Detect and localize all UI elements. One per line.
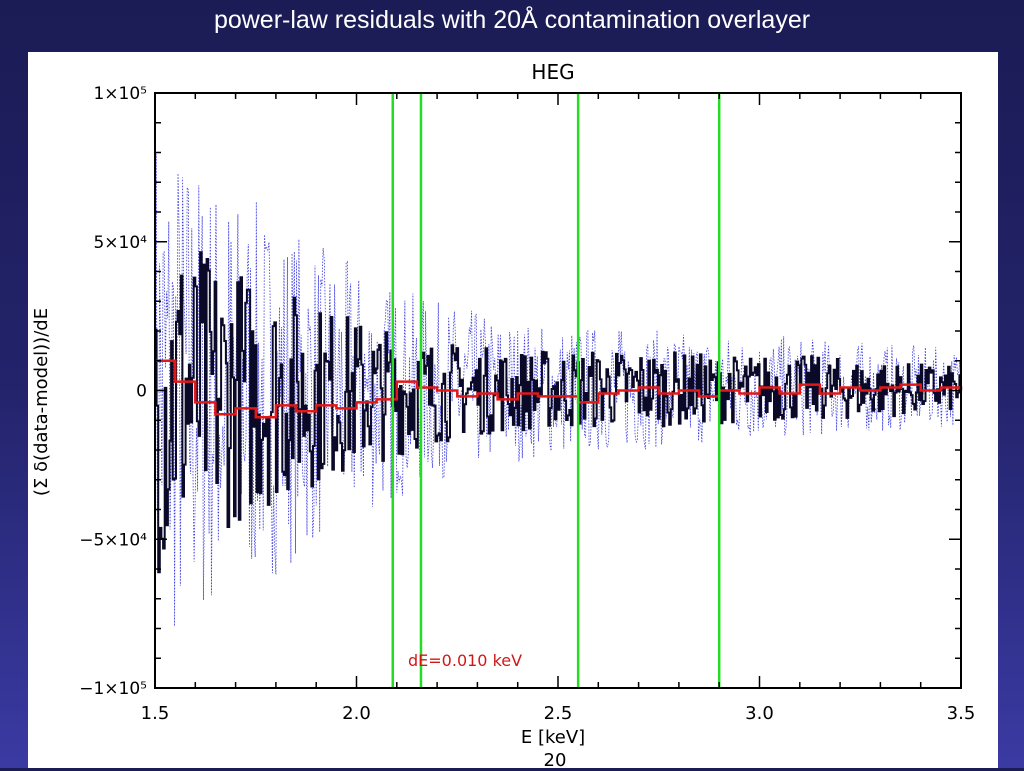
bin-width-annotation: dE=0.010 keV <box>408 651 522 670</box>
slide-title: power-law residuals with 20Å contaminati… <box>213 6 811 34</box>
y-tick-label: 1×10⁵ <box>93 84 147 104</box>
tick-layer: 1.5 2.0 2.5 3.0 3.5 1×10⁵ 5×10⁴ 0 −5×10⁴ −1×10⁵ <box>79 84 975 724</box>
marker-layer <box>391 93 721 688</box>
x-axis-label: E [keV] <box>521 727 585 748</box>
x-tick-label: 2.5 <box>544 703 573 724</box>
binned-series <box>155 359 963 419</box>
page-number: 20 <box>543 750 567 771</box>
y-axis-label: (Σ δ(data-model))/dE <box>31 308 52 496</box>
x-tick-label: 3.0 <box>745 703 774 724</box>
plot-panel: HEG 1.5 2.0 2.5 3.0 3.5 1×10⁵ 5×10⁴ 0 −5×10⁴ −1×1… <box>28 52 998 768</box>
chart-title: HEG <box>531 60 574 84</box>
binned-layer <box>155 359 963 419</box>
x-tick-label: 3.5 <box>947 703 976 724</box>
y-tick-label: −1×10⁵ <box>79 679 147 699</box>
y-tick-label: −5×10⁴ <box>79 530 147 550</box>
x-tick-label: 1.5 <box>141 703 170 724</box>
x-tick-label: 2.0 <box>342 703 371 724</box>
residual-layer <box>155 251 962 574</box>
residual-series <box>155 251 962 574</box>
y-tick-label: 0 <box>136 382 147 402</box>
y-tick-label: 5×10⁴ <box>93 233 147 253</box>
residuals-chart: HEG 1.5 2.0 2.5 3.0 3.5 1×10⁵ 5×10⁴ 0 −5×10⁴ −1×1… <box>31 60 975 748</box>
